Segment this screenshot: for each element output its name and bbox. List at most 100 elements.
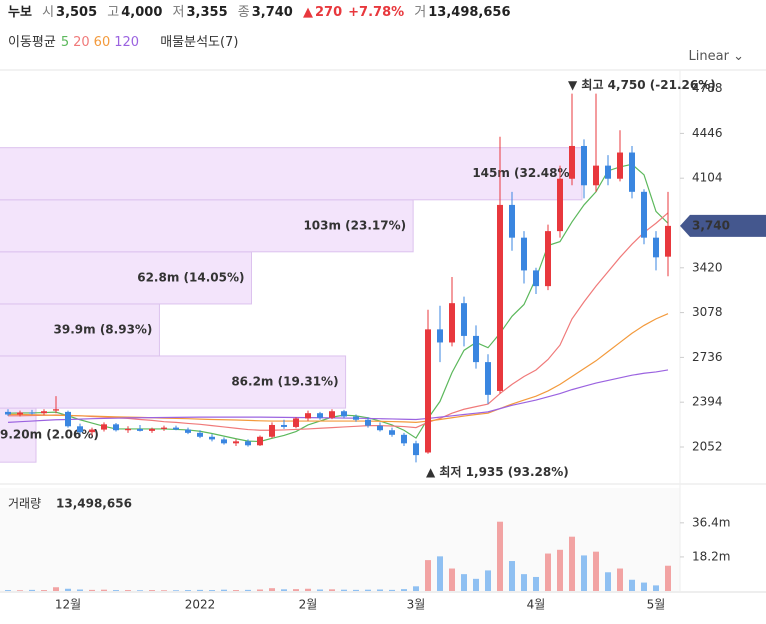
close-value: 3,740: [251, 5, 293, 20]
volume-bar: [305, 588, 311, 591]
volume-bar: [401, 589, 407, 591]
volume-bar: [629, 579, 635, 591]
high-value: 4,000: [121, 5, 163, 20]
candle-body: [17, 412, 23, 415]
moving-average-line: [7, 369, 669, 423]
volume-panel-bg: [0, 488, 680, 591]
volume-bar: [593, 551, 599, 591]
x-tick-label: 5월: [647, 598, 666, 612]
volume-bar: [233, 590, 239, 591]
volume-bar: [425, 560, 431, 591]
volume-bar: [329, 589, 335, 591]
candle-body: [29, 412, 35, 414]
candle-body: [569, 145, 575, 179]
volume-bar: [17, 590, 23, 591]
candle-body: [461, 303, 467, 336]
volume-bar: [545, 553, 551, 591]
change-value: 270: [315, 5, 343, 20]
volume-profile-bar: [0, 303, 160, 357]
ma-legend-entry: 120: [114, 35, 140, 50]
y-tick-label: 3078: [692, 305, 723, 319]
profile-legend[interactable]: 매물분석도(7): [160, 35, 239, 50]
last-price-marker: [680, 214, 766, 237]
volume-y-tick-label: 36.4m: [692, 515, 730, 529]
volume-profile-bar: [0, 147, 583, 201]
volume-bar: [617, 568, 623, 591]
x-tick-label: 12월: [55, 598, 81, 612]
volume-y-tick-label: 18.2m: [692, 549, 730, 563]
volume-bar: [89, 589, 95, 591]
max-annotation: ▼ 최고 4,750 (-21.26%): [568, 77, 716, 92]
volume-bar: [221, 589, 227, 591]
high-label: 고: [107, 5, 120, 20]
y-tick-label: 2052: [692, 439, 723, 453]
volume-profile-label: 62.8m (14.05%): [137, 270, 244, 284]
candle-body: [53, 409, 59, 411]
y-tick-label: 3420: [692, 260, 723, 274]
volume-bar: [449, 568, 455, 591]
dropdown-caret[interactable]: ⌄: [733, 49, 744, 64]
candle-body: [425, 329, 431, 453]
volume-bar: [641, 582, 647, 591]
volume-bar: [365, 589, 371, 591]
open-value: 3,505: [56, 5, 98, 20]
volume-bar: [29, 589, 35, 591]
candle-body: [485, 362, 491, 395]
candle-body: [449, 303, 455, 343]
candle-body: [581, 145, 587, 186]
x-tick-label: 2022: [185, 598, 216, 612]
close-label: 종: [237, 5, 250, 20]
candle-body: [521, 237, 527, 271]
x-tick-label: 4월: [527, 598, 546, 612]
volume-bar: [101, 589, 107, 591]
candle-body: [173, 427, 179, 430]
volume-bar: [137, 590, 143, 591]
volume-bar: [293, 589, 299, 591]
candle-body: [497, 204, 503, 391]
volume-bar: [665, 565, 671, 591]
candle-body: [509, 204, 515, 238]
scale-selector[interactable]: Linear ⌄: [689, 49, 744, 64]
moving-average-line: [8, 313, 669, 423]
volume-bar: [569, 536, 575, 591]
candle-body: [665, 225, 671, 257]
volume-bar: [377, 589, 383, 591]
quote-header: 누보 시 3,505 고 4,000 저 3,355 종 3,740 ▲ 270 +7.78…: [8, 1, 517, 20]
volume-total: 13,498,656: [56, 497, 132, 511]
candle-body: [365, 419, 371, 426]
candle-body: [557, 178, 563, 232]
volume-bar: [461, 574, 467, 591]
stock-name: 누보: [8, 5, 32, 20]
candle-body: [233, 441, 239, 444]
volume-profile-label: 145m (32.48%): [472, 166, 575, 180]
volume-profile-bar: [0, 199, 414, 253]
candle-body: [605, 165, 611, 179]
volume-bar: [557, 549, 563, 591]
candle-body: [473, 335, 479, 363]
change-percent: +7.78%: [348, 5, 405, 20]
volume-profile-label: 9.20m (2.06%): [0, 428, 99, 442]
volume-value: 13,498,656: [428, 5, 511, 20]
volume-bar: [509, 561, 515, 591]
low-value: 3,355: [186, 5, 228, 20]
volume-bar: [413, 586, 419, 591]
candle-body: [389, 430, 395, 435]
candle-body: [5, 411, 11, 415]
candle-body: [245, 441, 251, 446]
volume-bar: [197, 589, 203, 591]
volume-bar: [521, 574, 527, 591]
candle-body: [377, 425, 383, 431]
candle-body: [629, 152, 635, 192]
volume-bar: [245, 589, 251, 591]
volume-bar: [341, 589, 347, 591]
volume-label: 거: [414, 5, 427, 20]
candle-body: [65, 411, 71, 427]
volume-bar: [353, 589, 359, 591]
scale-mode[interactable]: Linear: [688, 49, 729, 64]
volume-profile-label: 103m (23.17%): [303, 218, 406, 232]
volume-bar: [5, 590, 11, 591]
volume-bar: [185, 590, 191, 591]
y-tick-label: 2736: [692, 350, 723, 364]
last-price-label: 3,740: [692, 218, 730, 232]
